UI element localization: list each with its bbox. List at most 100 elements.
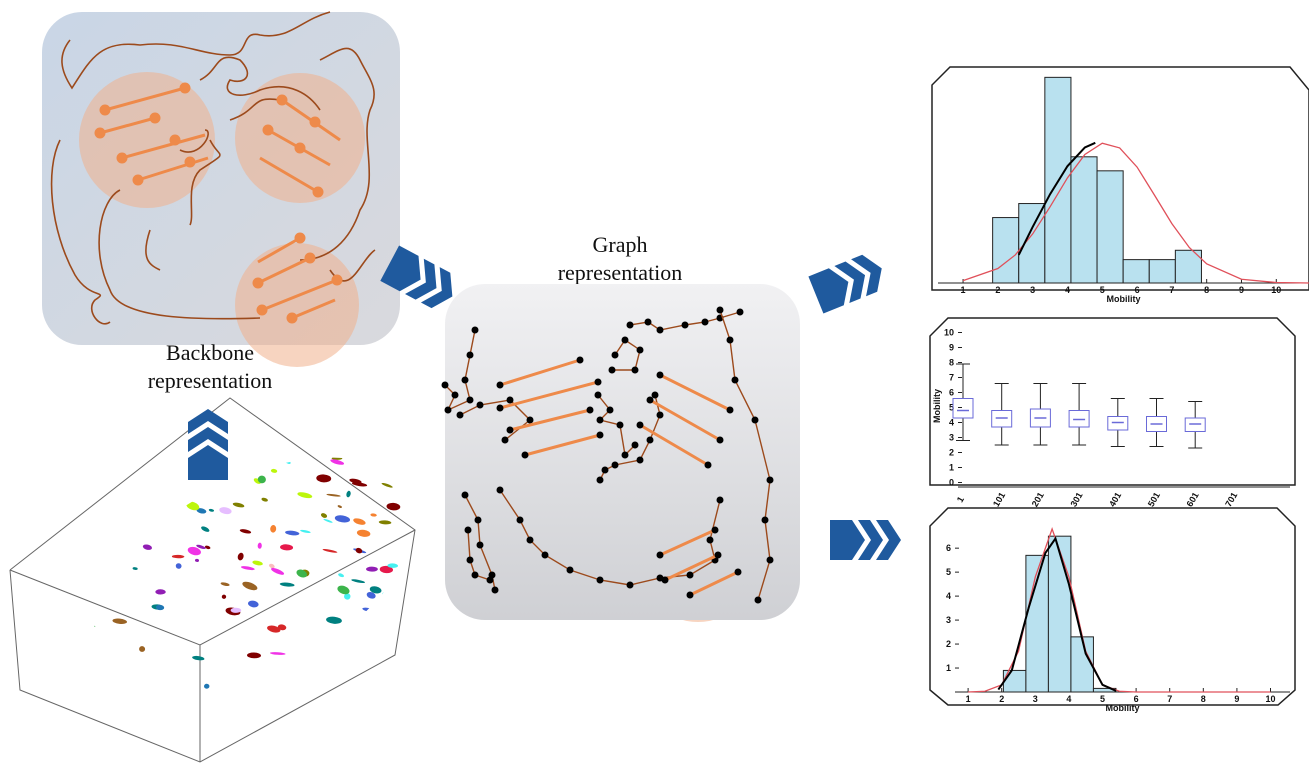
polymer-fragment <box>341 356 352 367</box>
polymer-fragment <box>443 65 447 71</box>
polymer-fragment <box>416 128 423 138</box>
polymer-fragment <box>326 616 342 624</box>
polymer-fragment <box>801 70 818 85</box>
hist-bar <box>1047 535 1072 693</box>
polymer-fragment <box>68 662 75 667</box>
x-tick-label: 9 <box>1234 694 1239 704</box>
polymer-fragment <box>571 106 578 112</box>
polymer-fragment <box>456 76 463 83</box>
polymer-fragment <box>155 589 166 595</box>
polymer-fragment <box>910 46 925 55</box>
polymer-fragment <box>258 419 268 427</box>
polymer-fragment <box>815 199 829 207</box>
polymer-fragment <box>73 395 82 404</box>
polymer-fragment <box>69 433 76 441</box>
graph-segment <box>639 423 709 467</box>
polymer-fragment <box>479 167 486 177</box>
polymer-fragment <box>423 156 428 164</box>
polymer-fragment <box>391 393 403 400</box>
polymer-fragment <box>850 19 864 26</box>
x-tick-label: 6 <box>1135 285 1140 295</box>
polymer-fragment <box>378 520 392 525</box>
polymer-fragment <box>140 516 156 524</box>
polymer-fragment <box>110 365 117 370</box>
x-tick-label: 7 <box>1167 694 1172 704</box>
arrow <box>830 520 901 560</box>
polymer-fragment <box>451 234 458 243</box>
polymer-fragment <box>577 138 584 148</box>
graph-node <box>466 351 474 359</box>
polymer-fragment <box>189 408 203 410</box>
polymer-fragment <box>566 33 572 39</box>
polymer-fragment <box>297 492 313 499</box>
polymer-fragment <box>84 411 92 419</box>
polymer-fragment <box>236 425 242 431</box>
polymer-fragment <box>444 187 452 200</box>
polymer-fragment <box>540 107 545 122</box>
polymer-fragment <box>614 148 623 157</box>
graph-node <box>711 526 719 534</box>
polymer-fragment <box>44 368 53 377</box>
graph-node <box>566 566 574 574</box>
polymer-fragment <box>437 111 441 124</box>
polymer-fragment <box>78 370 88 377</box>
polymer-fragment <box>804 35 818 48</box>
polymer-fragment <box>1051 25 1065 32</box>
polymer-fragment <box>322 394 337 404</box>
polymer-fragment <box>762 90 775 105</box>
graph-node <box>521 451 529 459</box>
x-tick-label: 2 <box>995 285 1000 295</box>
polymer-fragment <box>690 9 701 25</box>
polymer-fragment <box>1110 48 1117 52</box>
polymer-fragment <box>443 202 450 210</box>
x-tick-label: 10 <box>1266 694 1276 704</box>
polymer-fragment <box>542 28 551 41</box>
graph-node <box>476 541 484 549</box>
graph-node <box>611 461 619 469</box>
polymer-fragment <box>811 126 820 135</box>
polymer-fragment <box>843 47 855 58</box>
polymer-fragment <box>625 67 636 78</box>
polymer-fragment <box>899 39 909 48</box>
polymer-fragment <box>525 135 531 145</box>
polymer-fragment <box>448 192 452 199</box>
polymer-fragment <box>272 461 277 465</box>
x-tick-label: 1 <box>961 285 966 295</box>
polymer-fragment <box>155 604 165 611</box>
polymer-fragment <box>260 430 268 437</box>
polymer-fragment <box>1082 0 1093 9</box>
polymer-fragment <box>708 107 716 115</box>
x-tick-label: 3 <box>1033 694 1038 704</box>
polymer-fragment <box>588 62 594 78</box>
x-tick-label: 2 <box>999 694 1004 704</box>
polymer-fragment <box>892 17 902 26</box>
polymer-fragment <box>60 365 74 370</box>
polymer-fragment <box>680 137 692 150</box>
polymer-fragment <box>855 88 868 96</box>
polymer-fragment <box>563 0 577 8</box>
x-tick-label: 8 <box>1204 285 1209 295</box>
polymer-fragment <box>359 396 365 402</box>
arrow <box>188 409 228 480</box>
polymer-fragment <box>59 452 70 459</box>
graph-node <box>541 551 549 559</box>
polymer-fragment <box>1119 23 1135 34</box>
graph-node <box>734 568 742 576</box>
polymer-fragment <box>430 450 444 457</box>
graph-node <box>596 476 604 484</box>
polymer-fragment <box>280 544 294 551</box>
polymer-fragment <box>553 10 557 26</box>
graph-edges <box>441 306 774 604</box>
polymer-fragment <box>1126 23 1140 34</box>
hist-bar <box>992 217 1020 284</box>
polymer-fragment <box>257 475 266 484</box>
polymer-fragment <box>475 80 485 91</box>
hist-bar <box>1148 259 1176 284</box>
polymer-fragment <box>899 137 914 144</box>
polymer-fragment <box>163 431 172 439</box>
polymer-fragment <box>517 35 528 52</box>
polymer-fragment <box>596 67 605 74</box>
polymer-fragment <box>897 143 904 149</box>
polymer-fragment <box>336 435 342 440</box>
